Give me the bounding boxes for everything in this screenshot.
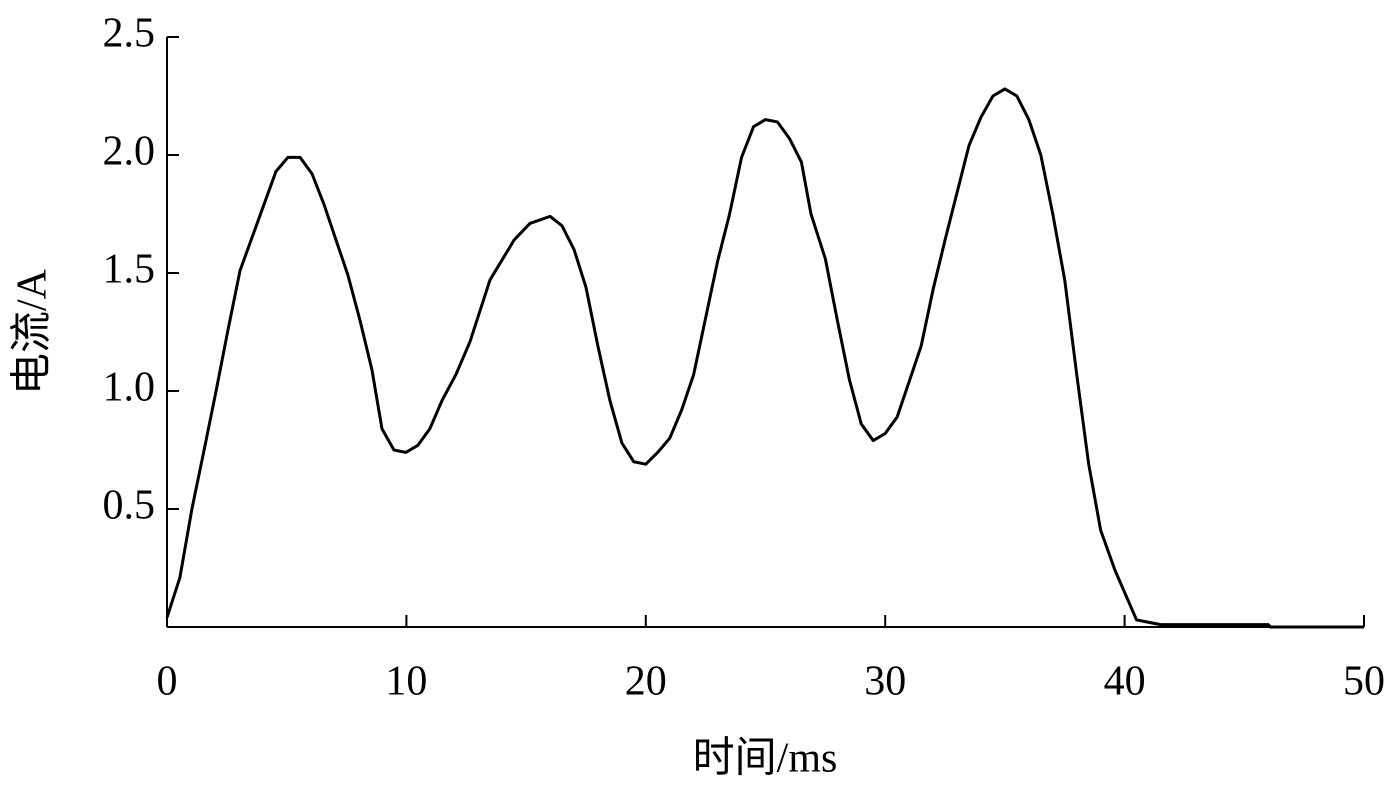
x-axis-label: 时间/ms: [693, 736, 838, 782]
x-tick-label: 40: [1104, 659, 1146, 705]
y-axis-label: 电流/A: [10, 268, 56, 395]
x-tick-label: 30: [864, 659, 906, 705]
y-tick-label: 2.0: [103, 129, 156, 175]
y-tick-label: 1.0: [103, 365, 156, 411]
x-tick-label: 0: [157, 659, 178, 705]
y-tick-label: 0.5: [103, 483, 156, 529]
x-tick-label: 50: [1343, 659, 1385, 705]
y-tick-label: 1.5: [103, 247, 156, 293]
x-tick-label: 10: [385, 659, 427, 705]
x-tick-label: 20: [625, 659, 667, 705]
y-tick-label: 2.5: [103, 11, 156, 57]
line: [165, 87, 1364, 629]
